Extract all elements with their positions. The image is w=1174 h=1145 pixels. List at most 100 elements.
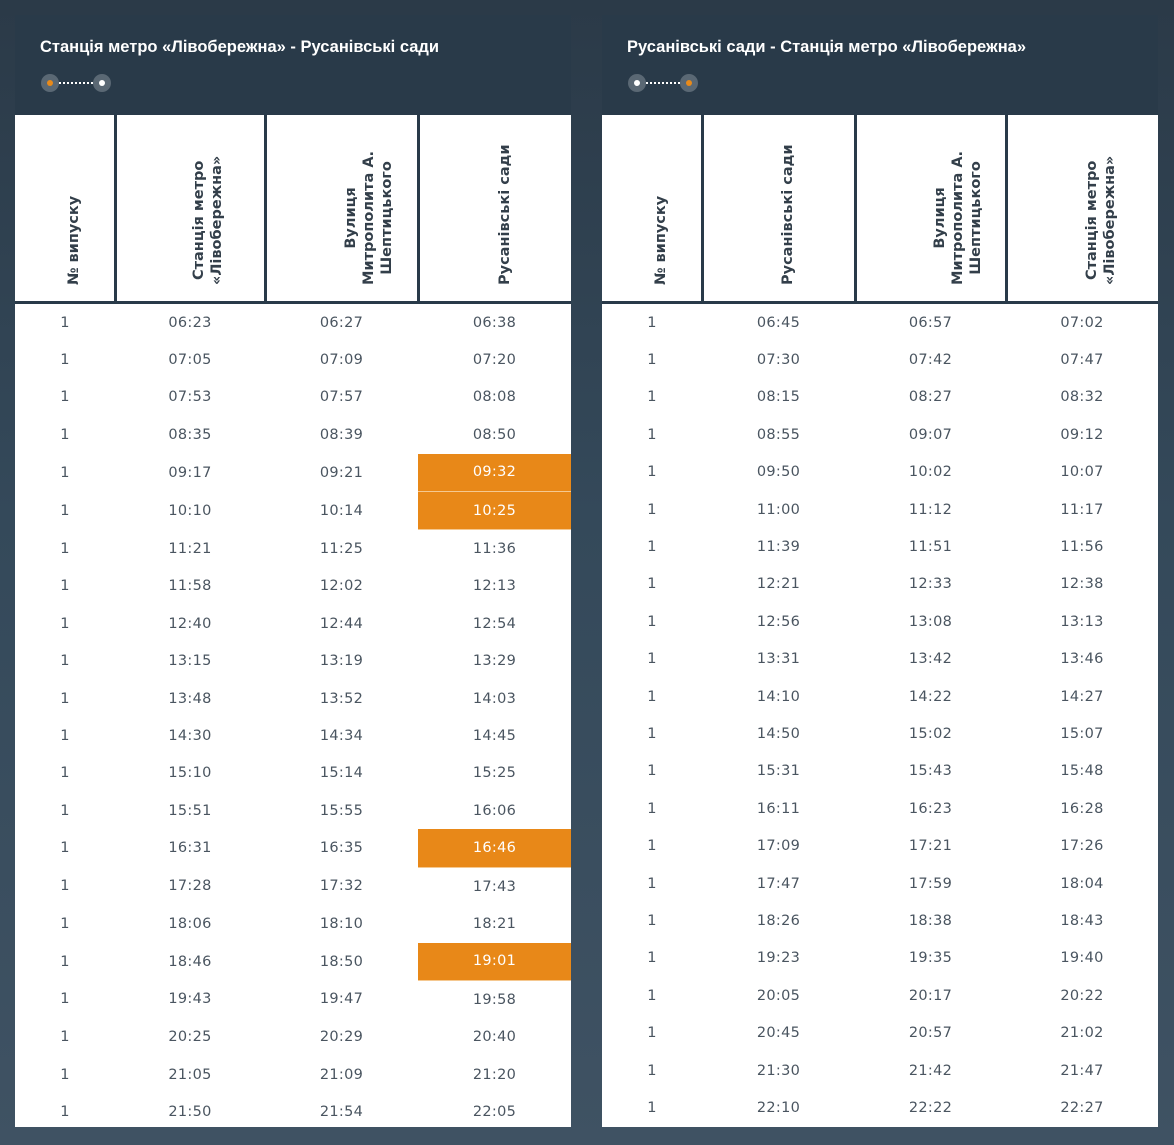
table-row: 1 16:31 16:35 16:46 <box>15 829 571 868</box>
table-row: 1 22:10 22:22 22:27 <box>602 1089 1158 1126</box>
release-number-cell: 1 <box>647 725 657 742</box>
time-cell: 13:15 <box>168 653 212 670</box>
time-cell: 22:22 <box>908 1099 953 1116</box>
column-header: Станція метро «Лівобережна» <box>1004 115 1158 304</box>
time-cell: 14:50 <box>756 725 801 742</box>
time-cell: 15:07 <box>1060 725 1104 742</box>
table-row: 1 20:05 20:17 20:22 <box>602 977 1158 1014</box>
time-cell: 14:45 <box>472 727 517 744</box>
time-cell: 20:22 <box>1060 987 1104 1004</box>
column-header-line: № випуску <box>65 195 82 285</box>
release-number-cell: 1 <box>647 613 657 630</box>
column-header-line: «Лівобережна» <box>1102 155 1118 285</box>
release-number-cell: 1 <box>60 1066 70 1083</box>
release-number-cell: 1 <box>60 690 70 707</box>
table-row: 1 17:28 17:32 17:43 <box>15 867 571 905</box>
release-number-cell: 1 <box>647 576 657 593</box>
time-cell: 22:05 <box>472 1103 517 1120</box>
time-cell: 07:53 <box>168 389 212 406</box>
time-cell: 15:02 <box>908 725 953 742</box>
column-header-line: Станція метро <box>191 160 207 281</box>
time-cell: 11:58 <box>168 578 212 595</box>
column-header: № випуску <box>602 115 702 304</box>
table-row: 1 13:15 13:19 13:29 <box>15 643 571 680</box>
time-cell: 13:48 <box>168 690 212 707</box>
time-cell: 11:39 <box>756 539 801 556</box>
table-row: 1 20:45 20:57 21:02 <box>602 1014 1158 1051</box>
table-row: 1 15:10 15:14 15:25 <box>15 755 571 792</box>
route-end-dot-icon <box>93 74 111 92</box>
route-line <box>59 82 93 84</box>
time-cell: 18:50 <box>319 953 364 970</box>
time-cell: 09:17 <box>168 464 212 481</box>
column-header: Вулиця Митрополита А. Шептицького <box>263 115 418 304</box>
time-cell: 16:46 <box>418 829 571 868</box>
release-number-cell: 1 <box>647 987 657 1004</box>
table-row: 1 21:05 21:09 21:20 <box>15 1056 571 1093</box>
time-cell: 10:25 <box>418 491 571 531</box>
time-cell: 18:06 <box>168 915 212 932</box>
time-cell: 21:30 <box>756 1062 801 1079</box>
release-number-cell: 1 <box>647 426 657 443</box>
release-number-cell: 1 <box>60 765 70 782</box>
table-row: 1 18:46 18:50 19:01 <box>15 942 571 982</box>
table-row: 1 14:10 14:22 14:27 <box>602 678 1158 715</box>
release-number-cell: 1 <box>60 653 70 670</box>
table-row: 1 07:30 07:42 07:47 <box>602 341 1158 378</box>
release-number-cell: 1 <box>647 763 657 780</box>
time-cell: 14:10 <box>756 688 801 705</box>
time-cell: 16:31 <box>168 840 212 857</box>
time-cell: 17:43 <box>472 878 517 895</box>
column-header-line: «Лівобережна» <box>209 155 225 285</box>
column-header-label: Русанівські сади <box>496 145 514 286</box>
time-cell: 14:03 <box>472 690 517 707</box>
column-header-line: Митрополита А. <box>360 150 377 285</box>
column-header-label: Вулиця Митрополита А. Шептицького <box>931 151 985 285</box>
time-cell: 08:32 <box>1060 389 1104 406</box>
time-cell: 19:40 <box>1060 950 1104 967</box>
table-row: 1 18:26 18:38 18:43 <box>602 902 1158 939</box>
table-row: 1 17:09 17:21 17:26 <box>602 827 1158 864</box>
table-row: 1 18:06 18:10 18:21 <box>15 905 571 942</box>
time-cell: 19:58 <box>472 991 517 1008</box>
time-cell: 17:21 <box>908 838 953 855</box>
release-number-cell: 1 <box>60 991 70 1008</box>
time-cell: 20:05 <box>756 987 801 1004</box>
time-cell: 15:10 <box>168 765 212 782</box>
time-cell: 20:57 <box>908 1025 953 1042</box>
release-number-cell: 1 <box>647 352 657 369</box>
time-cell: 13:31 <box>756 651 801 668</box>
time-cell: 10:02 <box>908 464 953 481</box>
time-cell: 18:10 <box>319 915 364 932</box>
time-cell: 09:50 <box>756 464 801 481</box>
time-cell: 11:12 <box>908 501 953 518</box>
table-row: 1 12:40 12:44 12:54 <box>15 605 571 642</box>
time-cell: 15:31 <box>756 763 801 780</box>
time-cell: 13:13 <box>1060 613 1104 630</box>
time-cell: 07:02 <box>1060 314 1104 331</box>
time-cell: 16:35 <box>319 840 364 857</box>
table-row: 1 14:50 15:02 15:07 <box>602 715 1158 752</box>
time-cell: 08:55 <box>756 426 801 443</box>
time-cell: 12:33 <box>908 576 953 593</box>
table-row: 1 11:58 12:02 12:13 <box>15 568 571 605</box>
release-number-cell: 1 <box>60 615 70 632</box>
time-cell: 07:47 <box>1060 352 1104 369</box>
release-number-cell: 1 <box>647 501 657 518</box>
release-number-cell: 1 <box>60 727 70 744</box>
release-number-cell: 1 <box>647 1099 657 1116</box>
time-cell: 21:50 <box>168 1103 212 1120</box>
time-cell: 18:43 <box>1060 912 1104 929</box>
panel-header: Русанівські сади - Станція метро «Лівобе… <box>602 15 1158 115</box>
time-cell: 17:47 <box>756 875 801 892</box>
release-number-cell: 1 <box>60 502 70 519</box>
schedule-table: № випуску Русанівські сади Вулиця Митрополи… <box>602 115 1158 1127</box>
time-cell: 07:57 <box>319 389 364 406</box>
release-number-cell: 1 <box>647 838 657 855</box>
panel-header: Станція метро «Лівобережна» - Русанівськ… <box>15 15 571 115</box>
time-cell: 13:08 <box>908 613 953 630</box>
release-number-cell: 1 <box>647 314 657 331</box>
time-cell: 09:21 <box>319 464 364 481</box>
time-cell: 16:11 <box>756 800 801 817</box>
table-row: 1 16:11 16:23 16:28 <box>602 790 1158 827</box>
